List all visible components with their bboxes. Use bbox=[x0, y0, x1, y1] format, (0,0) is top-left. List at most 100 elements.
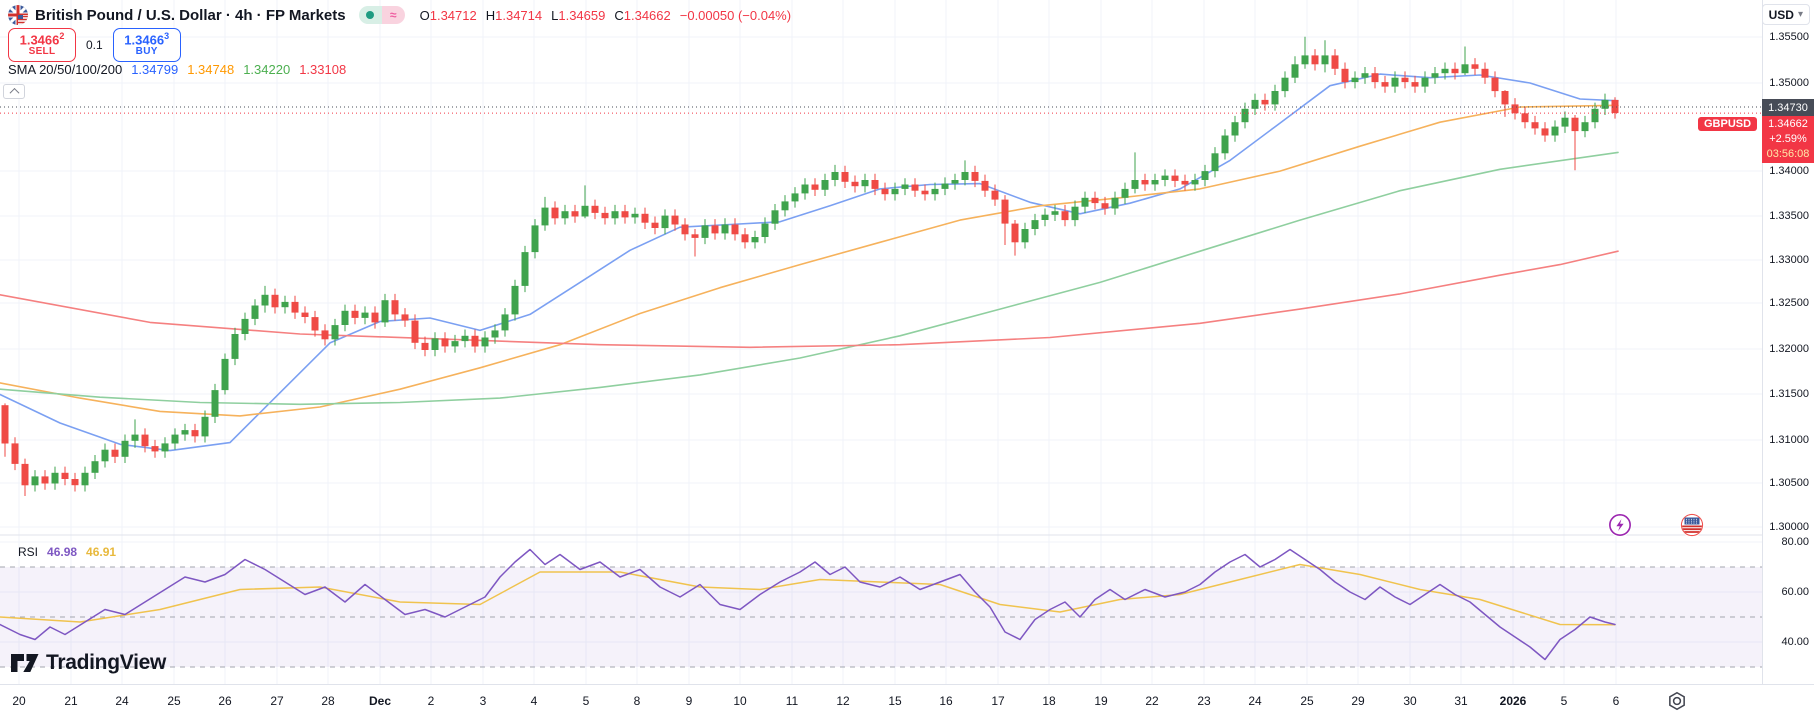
sma20-value: 1.34799 bbox=[131, 62, 179, 77]
candle-body bbox=[831, 172, 839, 180]
candle-body bbox=[741, 234, 749, 243]
candle-body bbox=[1481, 68, 1489, 78]
candle-body bbox=[1171, 175, 1179, 181]
time-tick-label: 5 bbox=[1560, 694, 1568, 708]
candle-body bbox=[411, 320, 419, 343]
candle-body bbox=[1021, 229, 1029, 243]
candle-body bbox=[1401, 77, 1409, 83]
time-tick-label: 16 bbox=[939, 694, 953, 708]
sma20-line bbox=[0, 73, 1619, 452]
change-value: −0.00050 (−0.04%) bbox=[679, 7, 792, 23]
candle-body bbox=[681, 224, 689, 235]
candle-body bbox=[851, 181, 859, 187]
candle-body bbox=[991, 190, 999, 200]
quantity-value[interactable]: 0.1 bbox=[86, 38, 103, 52]
candle-body bbox=[1121, 188, 1129, 198]
candle-body bbox=[501, 314, 509, 331]
time-tick-label: 28 bbox=[321, 694, 335, 708]
candle-body bbox=[1311, 55, 1319, 65]
candle-body bbox=[561, 211, 569, 219]
candle-body bbox=[1071, 206, 1079, 221]
rsi-label: RSI bbox=[18, 545, 39, 559]
sma-legend[interactable]: SMA 20/50/100/200 1.34799 1.34748 1.3422… bbox=[8, 62, 346, 77]
price-tick-label: 1.32000 bbox=[1769, 343, 1809, 355]
candle-body bbox=[1341, 68, 1349, 83]
candle-body bbox=[1461, 64, 1469, 74]
sma100-line bbox=[0, 151, 1619, 406]
time-tick-label: Dec bbox=[368, 694, 392, 708]
candle-body bbox=[1241, 108, 1249, 123]
candle-body bbox=[1271, 91, 1279, 105]
candle-body bbox=[231, 334, 239, 359]
candle-body bbox=[1301, 55, 1309, 65]
time-tick-label: 29 bbox=[1351, 694, 1365, 708]
quick-trade-lightning-button[interactable] bbox=[1608, 513, 1632, 537]
time-tick-label: 25 bbox=[1300, 694, 1314, 708]
us-economic-calendar-button[interactable] bbox=[1680, 513, 1704, 537]
candle-body bbox=[451, 341, 459, 347]
time-tick-label: 25 bbox=[167, 694, 181, 708]
candle-body bbox=[241, 318, 249, 334]
time-tick-label: 3 bbox=[479, 694, 487, 708]
market-open-dot-icon bbox=[358, 6, 382, 24]
candle-body bbox=[911, 184, 919, 191]
change-percent: +2.59% bbox=[1769, 133, 1807, 145]
price-tick-label: 80.00 bbox=[1781, 536, 1809, 548]
market-status-toggle[interactable]: ≈ bbox=[358, 6, 405, 24]
time-tick-label: 22 bbox=[1145, 694, 1159, 708]
candle-body bbox=[1151, 180, 1159, 185]
sma200-value: 1.33108 bbox=[299, 62, 347, 77]
time-tick-label: 5 bbox=[582, 694, 590, 708]
buy-button[interactable]: 1.34663 BUY bbox=[112, 28, 181, 62]
pane-collapse-button[interactable] bbox=[3, 84, 25, 99]
time-axis[interactable]: 20 21 24 25 26 27 28 Dec 2 3 4 5 8 9 10 11 12 15 16 17 18 19 2… bbox=[0, 684, 1814, 717]
symbol-title[interactable]: British Pound / U.S. Dollar · 4h · FP Ma… bbox=[35, 6, 346, 24]
candle-body bbox=[21, 463, 29, 486]
candle-body bbox=[661, 215, 669, 229]
price-tick-label: 1.31000 bbox=[1769, 434, 1809, 446]
candle-body bbox=[1001, 199, 1009, 224]
price-tick-label: 1.32500 bbox=[1769, 297, 1809, 309]
currency-label: USD bbox=[1768, 7, 1794, 22]
candle-body bbox=[261, 294, 269, 306]
candle-body bbox=[71, 479, 79, 486]
candle-body bbox=[1081, 197, 1089, 207]
time-tick-label: 9 bbox=[685, 694, 693, 708]
gear-icon[interactable] bbox=[1666, 690, 1688, 712]
us-flag-icon bbox=[1680, 513, 1704, 537]
candle-body bbox=[401, 314, 409, 321]
candle-body bbox=[1111, 197, 1119, 209]
candle-body bbox=[1611, 99, 1619, 114]
candle-body bbox=[1371, 73, 1379, 83]
candle-body bbox=[701, 225, 709, 238]
candle-body bbox=[1221, 135, 1229, 154]
candle-body bbox=[1051, 211, 1059, 215]
candle-body bbox=[751, 237, 759, 243]
time-tick-label: 31 bbox=[1454, 694, 1468, 708]
sell-button[interactable]: 1.34662 SELL bbox=[8, 28, 76, 62]
candle-body bbox=[961, 172, 969, 180]
candle-body bbox=[551, 207, 559, 219]
candle-body bbox=[1061, 211, 1069, 221]
chart-canvas[interactable] bbox=[0, 0, 1762, 684]
candle-body bbox=[391, 300, 399, 315]
candle-body bbox=[1521, 113, 1529, 123]
candle-body bbox=[621, 211, 629, 218]
candle-body bbox=[1421, 77, 1429, 87]
candle-body bbox=[421, 342, 429, 350]
currency-selector[interactable]: USD ▾ bbox=[1761, 4, 1810, 25]
rsi-legend[interactable]: RSI 46.98 46.91 bbox=[18, 545, 116, 559]
candle-body bbox=[901, 184, 909, 189]
candle-body bbox=[81, 472, 89, 486]
gbpusd-pair-flag-icon bbox=[8, 5, 28, 25]
candle-body bbox=[951, 180, 959, 184]
candle-body bbox=[761, 223, 769, 237]
candle-body bbox=[1561, 117, 1569, 127]
candle-body bbox=[31, 476, 39, 486]
candle-body bbox=[971, 172, 979, 181]
rsi-line bbox=[0, 548, 1616, 661]
candle-body bbox=[841, 172, 849, 182]
candle-body bbox=[1471, 64, 1479, 69]
candle-body bbox=[1531, 122, 1539, 129]
time-tick-label: 15 bbox=[888, 694, 902, 708]
